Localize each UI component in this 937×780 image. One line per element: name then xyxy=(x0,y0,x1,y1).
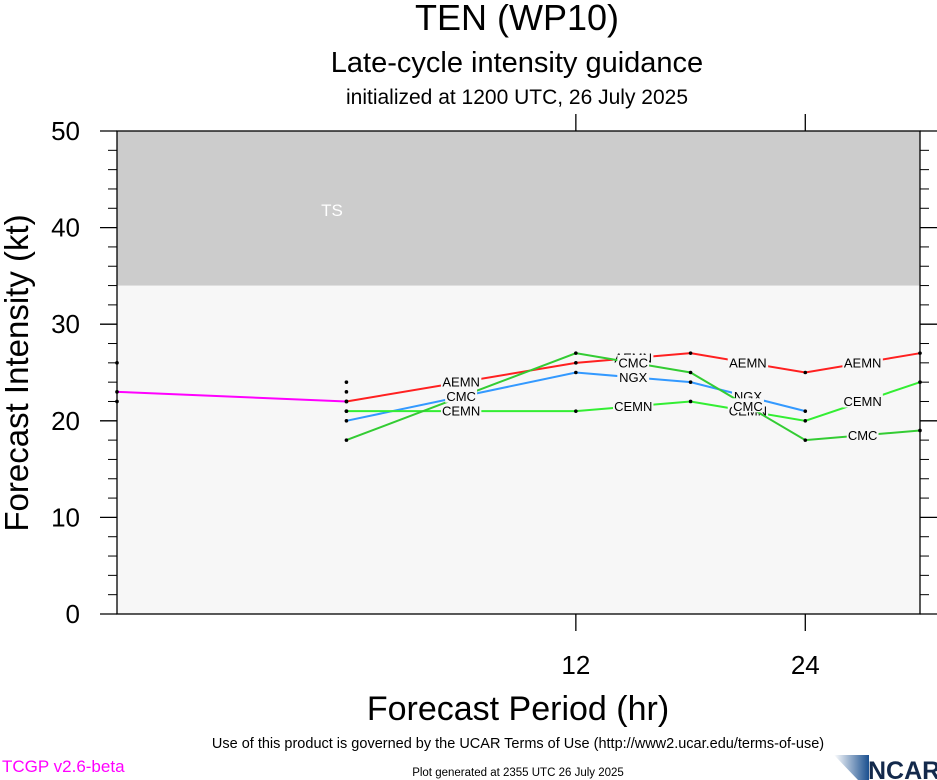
x-tick-label: 12 xyxy=(561,650,590,680)
data-point-ngx xyxy=(344,419,349,423)
version-label: TCGP v2.6-beta xyxy=(2,757,125,776)
data-point-cmc xyxy=(918,428,922,433)
intensity-band-ts xyxy=(117,131,920,286)
series-label-cmc: CMC xyxy=(618,355,648,370)
series-label-bg xyxy=(846,427,879,442)
data-point-aemn xyxy=(918,351,922,355)
data-point-cemn xyxy=(688,399,693,404)
series-label-bg xyxy=(440,374,482,389)
series-label-bg xyxy=(842,393,883,408)
plot-area: TS010203040501224AEMNAEMNAEMNAEMNNGXNGXN… xyxy=(51,114,937,680)
history-point xyxy=(344,409,349,413)
terms-of-use-text: Use of this product is governed by the U… xyxy=(212,736,824,752)
data-point-cmc xyxy=(574,351,578,355)
x-axis-label: Forecast Period (hr) xyxy=(367,690,669,728)
series-label-bg xyxy=(732,398,764,413)
series-line-ac00 xyxy=(116,390,347,403)
data-point-cemn xyxy=(574,409,578,413)
data-point-ngx xyxy=(574,370,578,375)
data-point-aemn xyxy=(803,370,808,375)
data-point-ngx xyxy=(803,409,808,413)
series-label-bg xyxy=(617,369,650,384)
intensity-band-label: TS xyxy=(321,201,343,220)
series-label-bg xyxy=(842,354,883,369)
y-tick-label: 10 xyxy=(51,502,80,532)
series-label-ngx: NGX xyxy=(619,370,648,385)
data-point-cmc xyxy=(344,438,349,442)
ncar-logo: NCAR xyxy=(834,755,937,780)
history-point xyxy=(344,390,349,394)
data-point-cmc xyxy=(688,370,693,375)
history-point xyxy=(344,380,349,384)
series-label-bg xyxy=(440,403,482,418)
chart-init-line: initialized at 1200 UTC, 26 July 2025 xyxy=(346,86,688,109)
series-label-bg xyxy=(727,354,769,369)
chart-title: TEN (WP10) xyxy=(415,0,619,38)
data-point-aemn xyxy=(574,361,578,365)
history-point xyxy=(344,399,349,404)
chart-subtitle: Late-cycle intensity guidance xyxy=(331,47,703,79)
series-label-bg xyxy=(445,388,478,403)
y-axis-label: Forecast Intensity (kt) xyxy=(0,214,35,531)
series-label-aemn: AEMN xyxy=(729,355,767,370)
y-tick-label: 40 xyxy=(51,213,80,243)
series-label-aemn: AEMN xyxy=(442,375,480,390)
x-tick-label: 24 xyxy=(791,650,820,680)
series-label-bg xyxy=(617,354,650,369)
data-point-cmc xyxy=(803,438,808,442)
series-label-aemn: AEMN xyxy=(844,355,882,370)
ncar-logo-text: NCAR xyxy=(868,757,937,780)
data-point-cemn xyxy=(918,380,922,384)
series-label-cmc: CMC xyxy=(446,389,476,404)
y-tick-label: 50 xyxy=(51,116,80,146)
data-point-ngx xyxy=(688,380,693,384)
series-label-cmc: CMC xyxy=(733,399,763,414)
data-point-cemn xyxy=(803,419,808,423)
history-point xyxy=(115,399,119,404)
plot-generated-text: Plot generated at 2355 UTC 26 July 2025 xyxy=(412,767,624,779)
history-point xyxy=(115,361,119,365)
series-label-bg xyxy=(613,398,654,413)
data-point-ac00 xyxy=(115,390,119,394)
series-label-cemn: CEMN xyxy=(442,404,480,419)
y-tick-label: 20 xyxy=(51,406,80,436)
series-label-cmc: CMC xyxy=(848,428,878,443)
data-point-aemn xyxy=(688,351,693,355)
series-label-cemn: CEMN xyxy=(614,399,652,414)
plot-frame xyxy=(116,130,921,615)
y-tick-label: 0 xyxy=(66,599,80,629)
y-tick-label: 30 xyxy=(51,309,80,339)
series-label-cemn: CEMN xyxy=(844,394,882,409)
ncar-logo-mark-icon xyxy=(834,755,869,780)
